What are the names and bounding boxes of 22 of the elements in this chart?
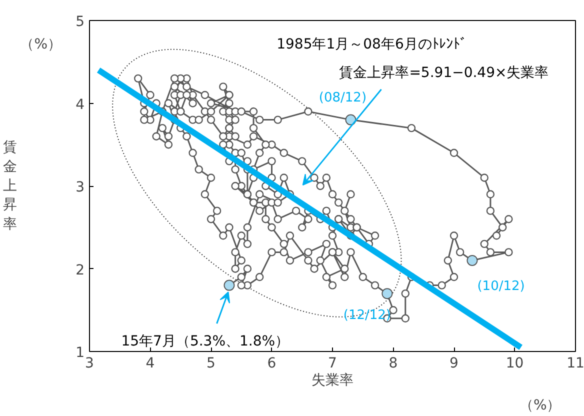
annotation: 賃金上昇率=5.91−0.49×失業率 — [339, 65, 549, 82]
x-tick-label: 6 — [267, 356, 276, 372]
x-tick-label: 7 — [328, 356, 337, 372]
x-tick-label: 10 — [506, 356, 524, 372]
y-tick-label: 1 — [76, 345, 85, 361]
annotation: (10/12) — [477, 278, 525, 294]
x-tick-label: 4 — [146, 356, 155, 372]
x-tick-label: 8 — [388, 356, 398, 372]
x-tick-label: 5 — [206, 356, 216, 372]
x-tick-label: 9 — [450, 356, 458, 372]
annotation: (08/12) — [318, 90, 367, 106]
x-tick-label: 11 — [566, 356, 584, 372]
y-tick-label: 4 — [76, 96, 85, 113]
y-tick-label: 5 — [76, 14, 85, 30]
annotation: 1985年1月～08年6月のﾄﾚﾝﾄﾞ — [276, 36, 467, 52]
x-axis-title: 失業率 — [312, 372, 354, 388]
y-tick-label: 3 — [76, 180, 85, 196]
text: （%） — [519, 398, 561, 414]
annotation: 15年7月（5.3%、1.8%） — [121, 333, 290, 350]
text: （%） — [20, 36, 62, 52]
y-tick-label: 2 — [76, 262, 85, 278]
y-axis-title: 賃金上昇率 — [3, 140, 18, 232]
